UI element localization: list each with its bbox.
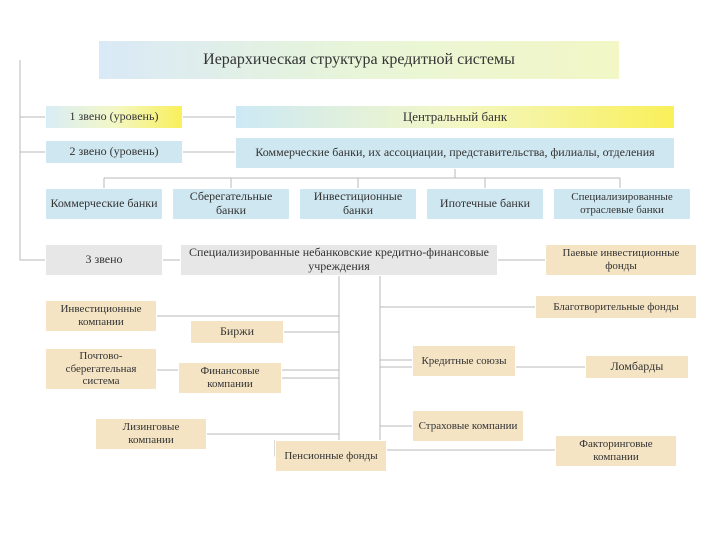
node-leasing: Лизинговые компании: [95, 418, 207, 450]
node-b4: Ипотечные банки: [426, 188, 544, 220]
node-fincomp: Финансовые компании: [178, 362, 282, 394]
node-pension: Пенсионные фонды: [275, 440, 387, 472]
node-invcomp: Инвестиционные компании: [45, 300, 157, 332]
node-level3: 3 звено: [45, 244, 163, 276]
node-kredsoy: Кредитные союзы: [412, 345, 516, 377]
node-charity: Благотворительные фонды: [535, 295, 697, 319]
node-commAll: Коммерческие банки, их ассоциации, предс…: [235, 137, 675, 169]
node-b1: Коммерческие банки: [45, 188, 163, 220]
node-central: Центральный банк: [235, 105, 675, 129]
node-birzhi: Биржи: [190, 320, 284, 344]
node-b2: Сберегательные банки: [172, 188, 290, 220]
node-level1: 1 звено (уровень): [45, 105, 183, 129]
node-title: Иерархическая структура кредитной систем…: [98, 40, 620, 80]
node-strah: Страховые компании: [412, 410, 524, 442]
node-b5: Специализированные отраслевые банки: [553, 188, 691, 220]
node-nonbank: Специализированные небанковские кредитно…: [180, 244, 498, 276]
node-factor: Факторинговые компании: [555, 435, 677, 467]
node-pochtsb: Почтово-сберегательная система: [45, 348, 157, 390]
node-b3: Инвестиционные банки: [299, 188, 417, 220]
node-paevye: Паевые инвестиционные фонды: [545, 244, 697, 276]
node-lombard: Ломбарды: [585, 355, 689, 379]
node-level2: 2 звено (уровень): [45, 140, 183, 164]
